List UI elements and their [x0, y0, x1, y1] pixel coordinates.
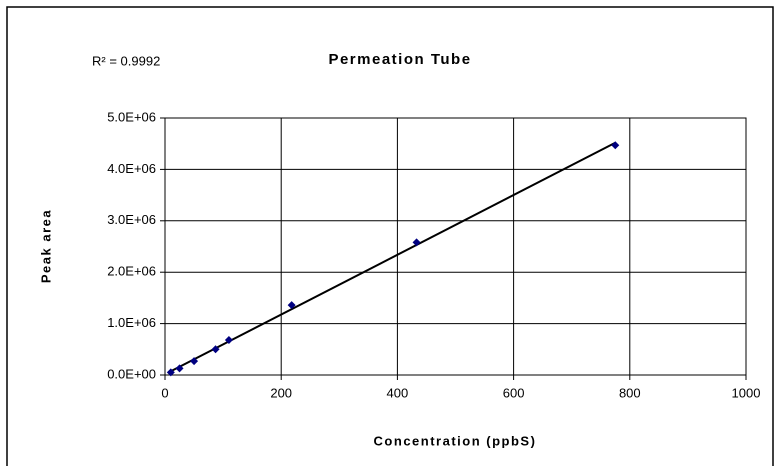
- y-tick-label: 3.0E+06: [107, 212, 156, 227]
- y-tick-label: 1.0E+06: [107, 315, 156, 330]
- data-point: [211, 345, 220, 354]
- y-tick-label: 5.0E+06: [107, 109, 156, 124]
- trendline: [170, 141, 616, 373]
- data-point: [224, 336, 233, 345]
- y-tick-label: 2.0E+06: [107, 264, 156, 279]
- data-point: [190, 357, 199, 366]
- y-axis-title: Peak area: [38, 209, 53, 283]
- y-tick-label: 0.0E+00: [107, 366, 156, 381]
- x-tick-label: 800: [619, 385, 641, 400]
- x-tick-label: 200: [270, 385, 292, 400]
- chart-title: Permeation Tube: [328, 51, 471, 68]
- x-tick-label: 400: [387, 385, 409, 400]
- data-point: [175, 364, 184, 373]
- x-tick-label: 600: [503, 385, 525, 400]
- y-tick-label: 4.0E+06: [107, 161, 156, 176]
- x-tick-label: 0: [161, 385, 168, 400]
- plot-area: [164, 117, 747, 376]
- x-axis-title: Concentration (ppbS): [374, 433, 537, 448]
- x-tick-label: 1000: [732, 385, 761, 400]
- data-point: [166, 368, 175, 377]
- data-point: [287, 301, 296, 310]
- data-point: [412, 238, 421, 247]
- data-point: [611, 141, 620, 150]
- r-squared: R² = 0.9992: [92, 53, 160, 68]
